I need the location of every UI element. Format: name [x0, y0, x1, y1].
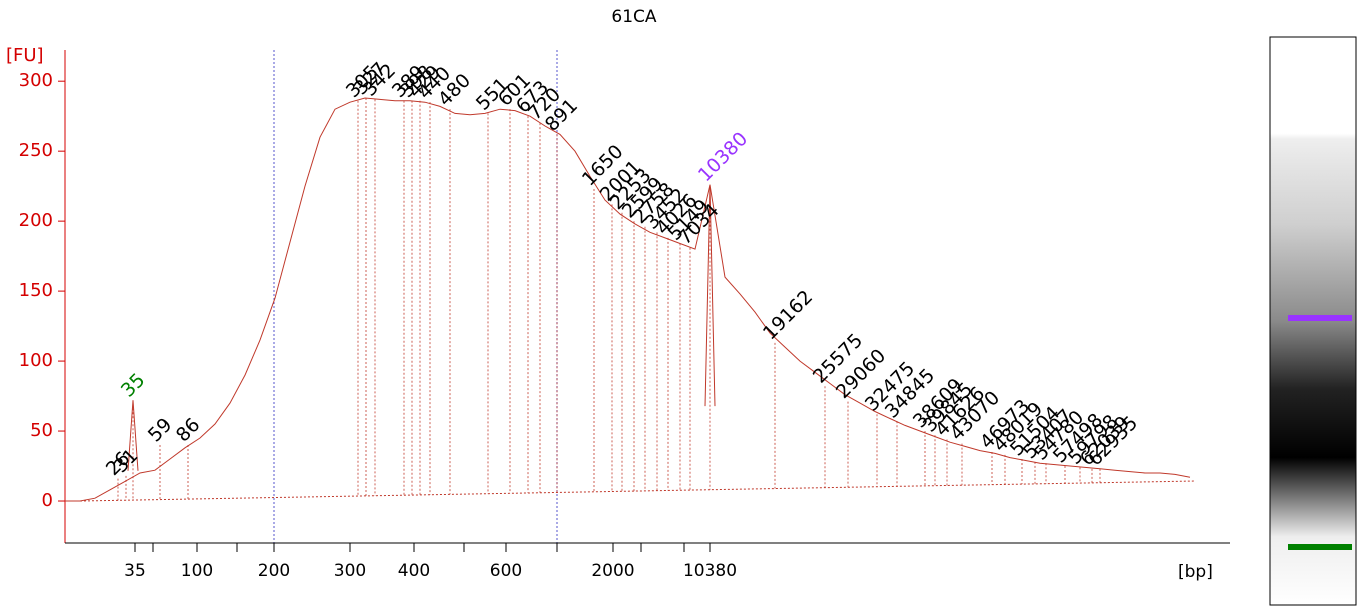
y-tick-label: 200 [19, 210, 53, 231]
x-tick-label: 100 [181, 561, 213, 581]
x-tick-label: 2000 [591, 561, 634, 581]
peak-label: 10380 [694, 128, 752, 186]
y-tick-label: 300 [19, 70, 53, 91]
y-tick-label: 0 [42, 490, 53, 511]
gel-lower-marker [1288, 544, 1352, 550]
x-tick-label: 35 [124, 561, 146, 581]
x-tick-label: 400 [398, 561, 430, 581]
marker-peak [704, 184, 716, 407]
x-tick-label: 10380 [683, 561, 737, 581]
x-tick-label: 600 [490, 561, 522, 581]
peak-label: 19162 [759, 286, 817, 344]
x-axis-label: [bp] [1178, 562, 1213, 582]
baseline [79, 480, 1196, 502]
y-tick-label: 50 [30, 420, 53, 441]
x-minor-ticks [152, 543, 685, 552]
gel-upper-marker [1288, 315, 1352, 321]
y-tick-label: 150 [19, 280, 53, 301]
marker-peak [127, 400, 139, 471]
chart-title: 61CA [611, 7, 657, 27]
y-axis-label: [FU] [6, 45, 44, 66]
trace [65, 97, 1191, 502]
peak-label: 86 [172, 414, 205, 447]
peak-label: 35 [117, 369, 150, 402]
x-tick-label: 200 [258, 561, 290, 581]
y-tick-label: 100 [19, 350, 53, 371]
x-tick-label: 300 [334, 561, 366, 581]
y-tick-label: 250 [19, 140, 53, 161]
